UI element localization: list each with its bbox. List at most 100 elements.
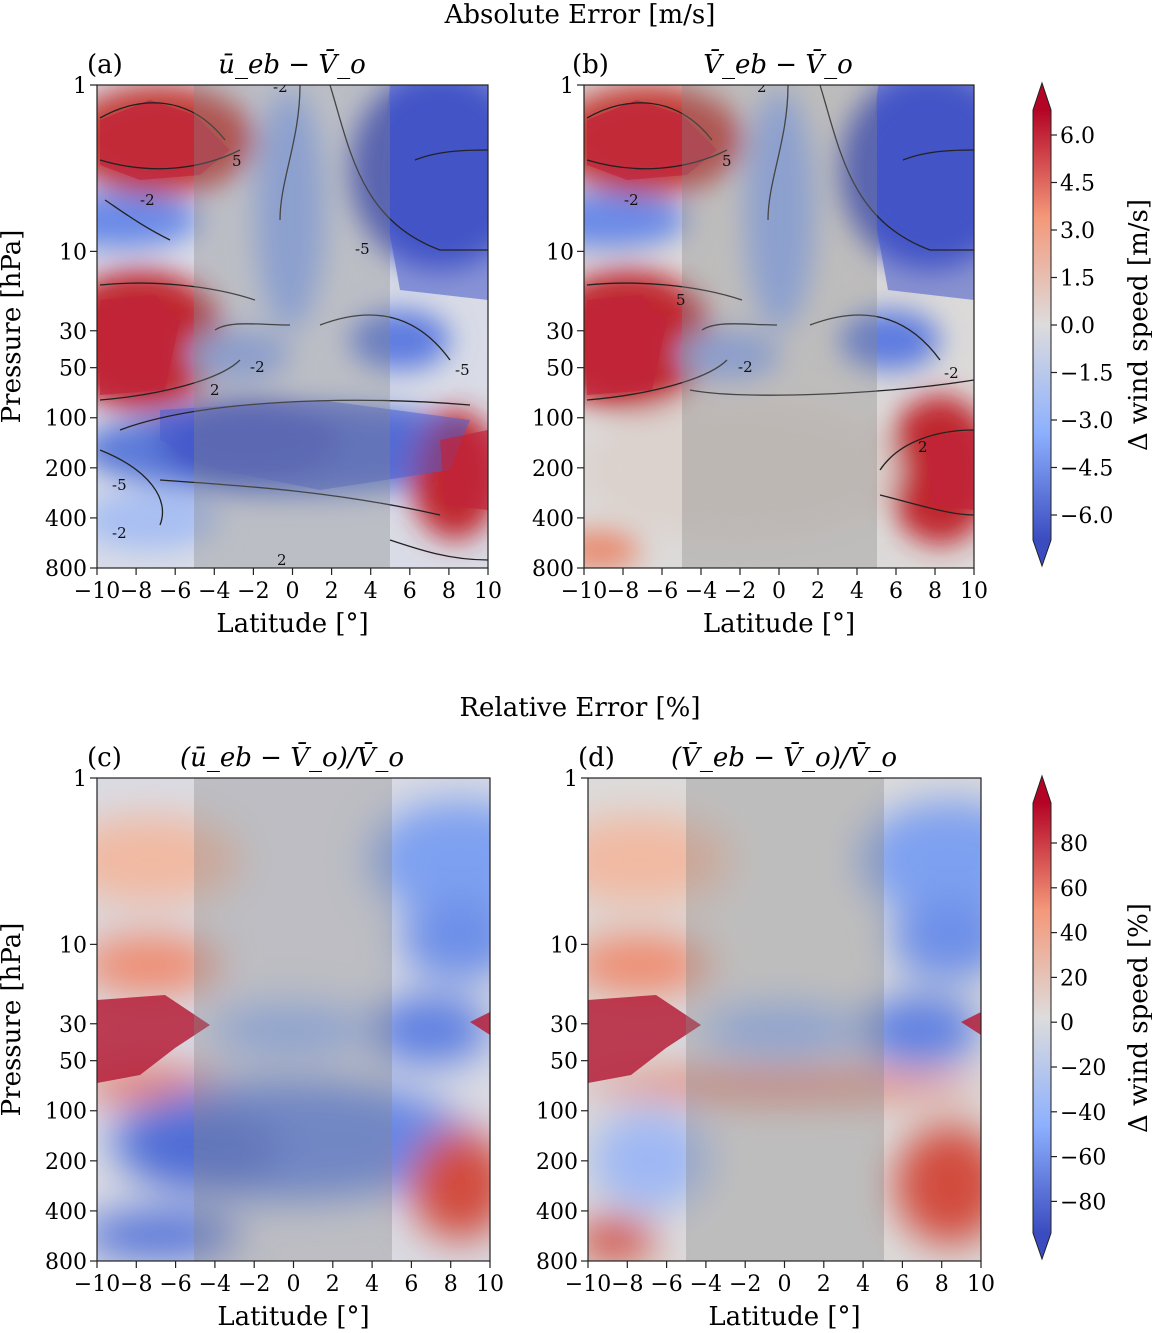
- xtick-label-b-0: −10: [561, 579, 607, 604]
- bottom-figure-title: Relative Error [%]: [459, 693, 700, 723]
- ytick-label-c-3: 50: [59, 1050, 87, 1075]
- xlabel-d: Latitude [°]: [708, 1302, 860, 1332]
- xtick-label-a-2: −6: [159, 579, 191, 604]
- ytick-label-d-5: 200: [536, 1150, 578, 1175]
- colorbar-pct: 80 60 40 20 0 −20 −40 −60 −80 Δ wind speed [%]: [1032, 774, 1152, 1261]
- ytick-label-b-5: 200: [532, 457, 574, 482]
- contour-label-a-4: -5: [355, 240, 370, 258]
- ytick-label-d-2: 30: [550, 1013, 578, 1038]
- colorbar-ms-ticks: 6.0 4.5 3.0 1.5 0.0 −1.5 −3.0 −4.5 −6.0: [1051, 124, 1113, 529]
- panel-b: 2 5 -2 5 -2 -2 2 −10 −8 −6 −4 −2 0 2 4 6 8 1011030…: [532, 48, 988, 639]
- ytick-label-a-6: 400: [45, 507, 87, 532]
- panel-b-letter: (b): [572, 50, 609, 80]
- xtick-label-c-9: 8: [444, 1272, 458, 1297]
- xtick-label-d-5: 0: [778, 1272, 792, 1297]
- xtick-label-c-3: −4: [199, 1272, 231, 1297]
- ytick-label-c-5: 200: [45, 1150, 87, 1175]
- colorbar-tick-label-1-6: −40: [1060, 1101, 1106, 1126]
- panel-d-field: [588, 778, 981, 1261]
- ytick-label-a-0: 1: [73, 74, 87, 99]
- xtick-label-a-8: 6: [403, 579, 417, 604]
- ytick-label-d-1: 10: [550, 933, 578, 958]
- colorbar-tick-label-0-0: 6.0: [1060, 124, 1095, 149]
- colorbar-tick-label-1-8: −80: [1060, 1190, 1106, 1215]
- xtick-label-c-4: −2: [238, 1272, 270, 1297]
- panel-d: −10 −8 −6 −4 −2 0 2 4 6 8 10 1 10 30 50 100 200 400 800 Lat…: [536, 741, 995, 1332]
- xtick-label-c-5: 0: [287, 1272, 301, 1297]
- colorbar-tick-label-1-0: 80: [1060, 832, 1088, 857]
- panel-a-contour-labels: -2 5 -2 -5 -2 -5 2 -5 -2 2: [112, 78, 470, 569]
- panel-c-axes: −10 −8 −6 −4 −2 0 2 4 6 8 10 1 10 30 50 100 200 400 800 Lat…: [0, 767, 504, 1332]
- ytick-label-a-2: 30: [59, 320, 87, 345]
- ytick-label-b-0: 1: [560, 74, 574, 99]
- ytick-label-b-4: 100: [532, 407, 574, 432]
- top-figure-title: Absolute Error [m/s]: [444, 0, 716, 30]
- xtick-label-d-1: −8: [611, 1272, 643, 1297]
- panel-d-axes: −10 −8 −6 −4 −2 0 2 4 6 8 10 1 10 30 50 100 200 400 800 Lat…: [536, 767, 995, 1332]
- contour-label-b-6: -2: [944, 364, 959, 382]
- xtick-label-d-7: 4: [856, 1272, 870, 1297]
- ytick-label-a-1: 10: [59, 240, 87, 265]
- xtick-label-a-5: 0: [286, 579, 300, 604]
- xtick-label-c-8: 6: [404, 1272, 418, 1297]
- xtick-label-c-2: −6: [159, 1272, 191, 1297]
- xtick-label-c-10: 10: [476, 1272, 504, 1297]
- xtick-label-c-7: 4: [365, 1272, 379, 1297]
- panel-b-contour-labels: 2 5 -2 5 -2 -2 2: [624, 85, 959, 456]
- xtick-label-b-9: 8: [928, 579, 942, 604]
- contour-label-a-8: -5: [112, 476, 127, 494]
- xtick-label-d-2: −6: [650, 1272, 682, 1297]
- panel-b-title: V̄_eb − V̄_o: [703, 48, 853, 80]
- ytick-label-c-1: 10: [59, 933, 87, 958]
- colorbar-tick-label-0-8: −6.0: [1060, 504, 1113, 529]
- contour-label-a-10: 2: [277, 551, 287, 569]
- xtick-label-d-8: 6: [895, 1272, 909, 1297]
- colorbar-ms: 6.0 4.5 3.0 1.5 0.0 −1.5 −3.0 −4.5 −6.0 Δ wind s…: [1032, 81, 1152, 568]
- panel-d-title: (V̄_eb − V̄_o)/V̄_o: [671, 741, 897, 773]
- colorbar-tick-label-0-1: 4.5: [1060, 172, 1095, 197]
- ylabel-c: Pressure [hPa]: [0, 923, 27, 1117]
- colorbar-tick-label-0-4: 0.0: [1060, 314, 1095, 339]
- contour-label-a-9: -2: [112, 524, 127, 542]
- xtick-label-a-0: −10: [74, 579, 120, 604]
- xtick-label-c-0: −10: [74, 1272, 120, 1297]
- ytick-label-b-6: 400: [532, 507, 574, 532]
- ylabel-a: Pressure [hPa]: [0, 230, 27, 424]
- xtick-label-a-10: 10: [474, 579, 502, 604]
- xtick-label-a-9: 8: [442, 579, 456, 604]
- contour-label-a-3: -2: [273, 78, 288, 96]
- panel-c-title: (ū_eb − V̄_o)/V̄_o: [180, 741, 404, 773]
- colorbar-tick-label-0-7: −4.5: [1060, 457, 1113, 482]
- xlabel-c: Latitude [°]: [217, 1302, 369, 1332]
- xlabel-b: Latitude [°]: [703, 609, 855, 639]
- xtick-label-c-6: 2: [326, 1272, 340, 1297]
- xtick-label-a-3: −4: [198, 579, 230, 604]
- panel-a-title: ū_eb − V̄_o: [218, 48, 366, 80]
- ytick-label-b-1: 10: [546, 240, 574, 265]
- ytick-label-c-0: 1: [73, 767, 87, 792]
- xtick-label-c-1: −8: [120, 1272, 152, 1297]
- xtick-label-a-1: −8: [120, 579, 152, 604]
- ytick-label-d-3: 50: [550, 1050, 578, 1075]
- colorbar-tick-label-1-2: 40: [1060, 922, 1088, 947]
- panel-a: -2 5 -2 -5 -2 -5 2 -5 -2 2 −10 −8 −6 −4 −2 0 2…: [0, 48, 502, 639]
- colorbar-tick-label-1-7: −60: [1060, 1146, 1106, 1171]
- colorbar-tick-label-0-5: −1.5: [1060, 362, 1113, 387]
- ytick-label-d-4: 100: [536, 1100, 578, 1125]
- colorbar-tick-label-0-2: 3.0: [1060, 219, 1095, 244]
- panel-b-field: 2 5 -2 5 -2 -2 2: [584, 85, 974, 568]
- xtick-label-d-4: −2: [729, 1272, 761, 1297]
- contour-label-b-3: -2: [624, 191, 639, 209]
- xtick-label-b-2: −6: [646, 579, 678, 604]
- colorbar-tick-label-0-3: 1.5: [1060, 267, 1095, 292]
- panel-a-field: -2 5 -2 -5 -2 -5 2 -5 -2 2: [97, 78, 488, 569]
- xtick-label-b-10: 10: [960, 579, 988, 604]
- ytick-label-d-6: 400: [536, 1200, 578, 1225]
- contour-label-a-5: -2: [250, 358, 265, 376]
- contour-label-a-2: 5: [232, 152, 242, 170]
- xlabel-a: Latitude [°]: [216, 609, 368, 639]
- ytick-label-a-3: 50: [59, 357, 87, 382]
- ytick-label-d-7: 800: [536, 1250, 578, 1275]
- xtick-label-a-6: 2: [325, 579, 339, 604]
